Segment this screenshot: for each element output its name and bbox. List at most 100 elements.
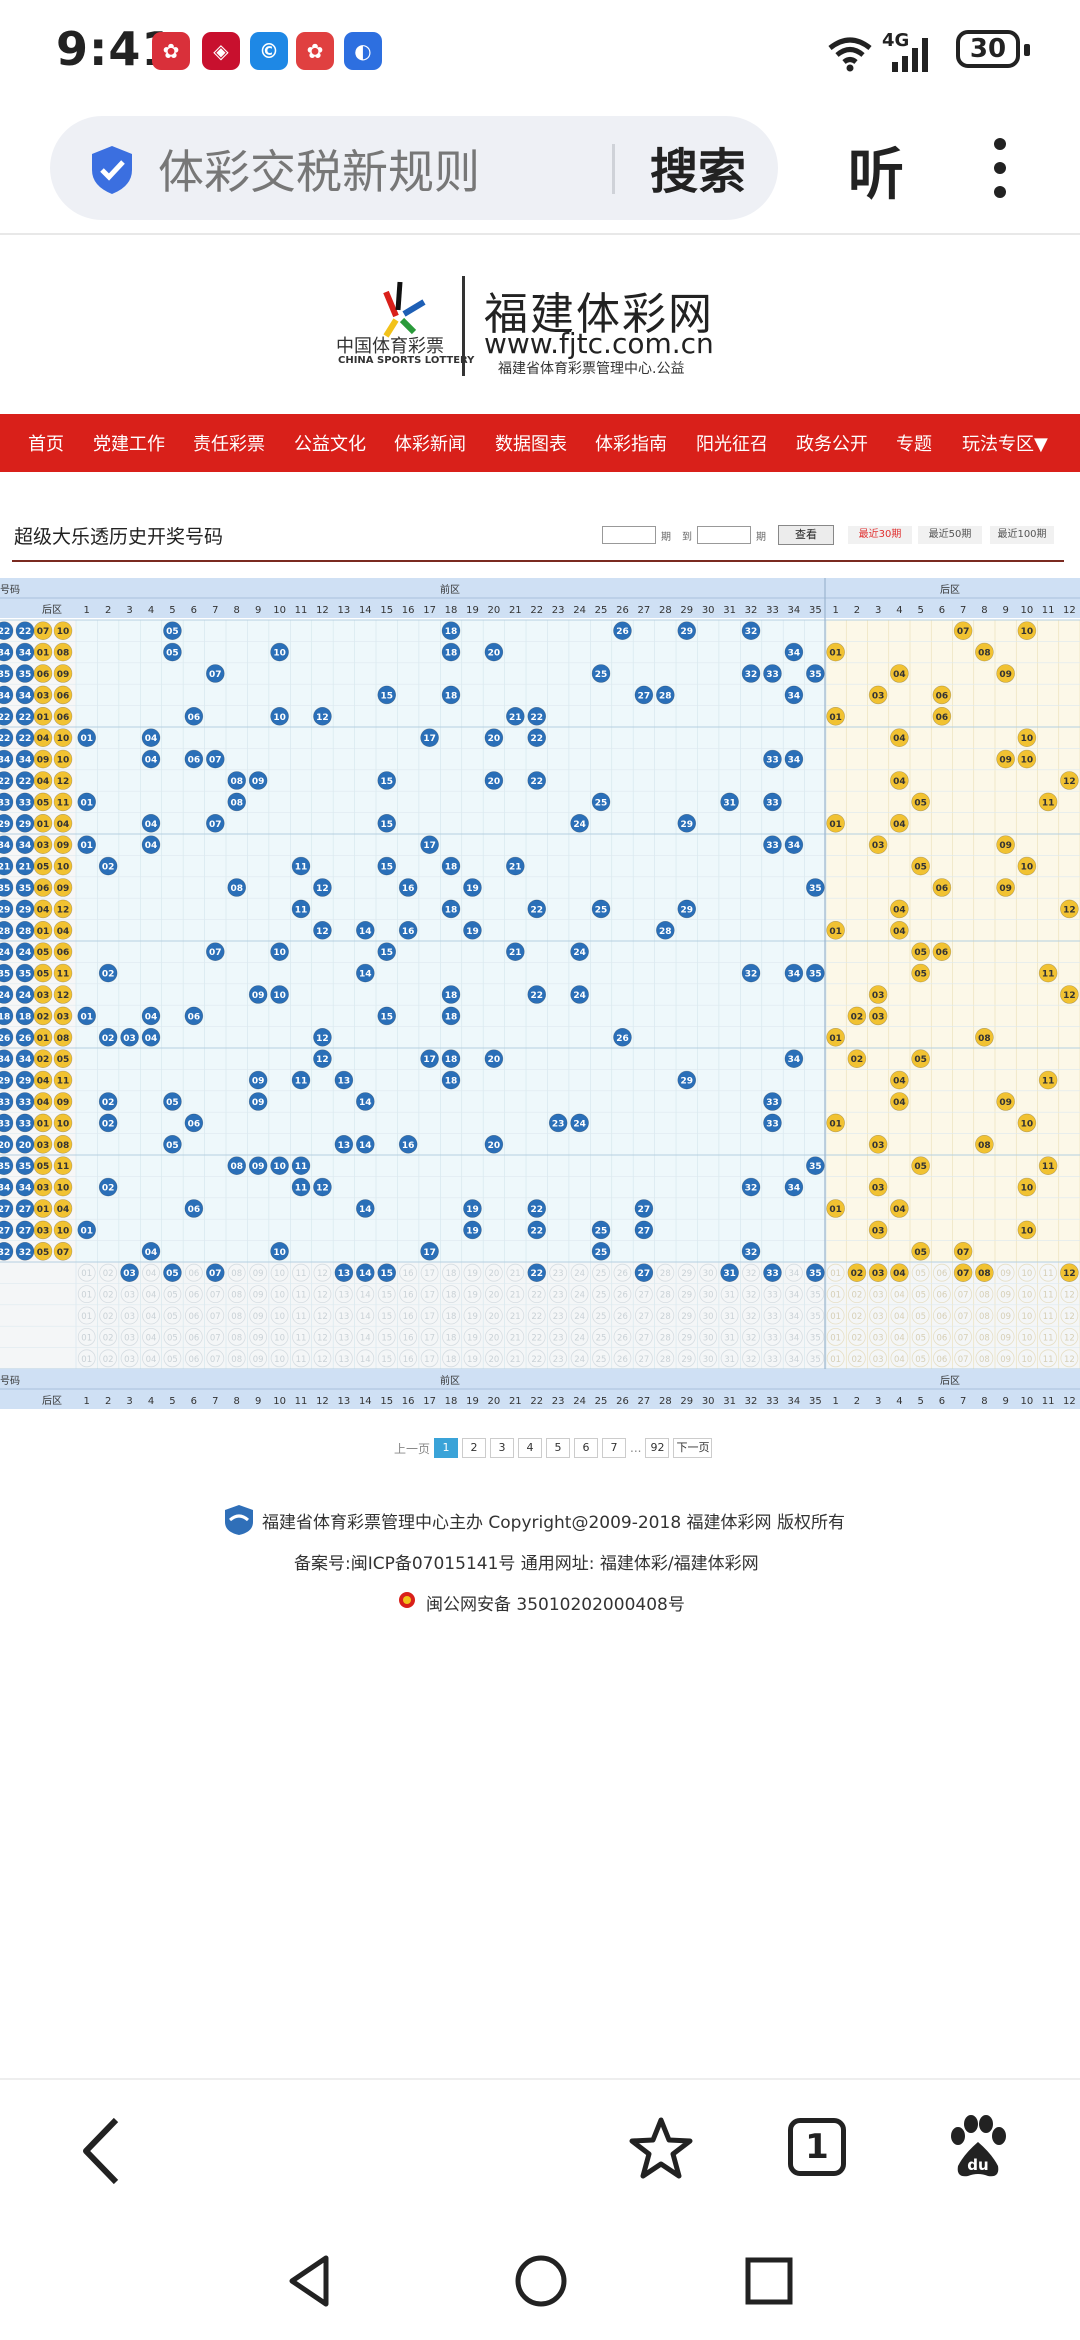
- left-front-ball-label: 33: [19, 798, 32, 808]
- page-7[interactable]: 7: [602, 1438, 627, 1458]
- front-ball: [77, 1220, 97, 1240]
- summary-empty-label: 04: [894, 1291, 905, 1301]
- back-arrow-icon[interactable]: [80, 2116, 124, 2186]
- nav-charts[interactable]: 数据图表: [495, 434, 567, 455]
- summary-empty-label: 24: [574, 1269, 585, 1279]
- recent-30-tab[interactable]: 最近30期: [848, 526, 912, 544]
- front-ball-label: 06: [188, 713, 201, 723]
- summary-empty-label: 01: [81, 1291, 92, 1301]
- front-ball-label: 16: [402, 884, 415, 894]
- summary-empty-cell: [911, 1328, 930, 1346]
- front-ball-label: 32: [745, 1248, 758, 1258]
- summary-empty-cell: [163, 1349, 182, 1368]
- nav-party[interactable]: 党建工作: [93, 434, 165, 455]
- front-ball: [441, 642, 461, 662]
- summary-empty-label: 05: [915, 1333, 926, 1343]
- page-5[interactable]: 5: [546, 1438, 571, 1458]
- front-ball-label: 18: [445, 905, 458, 915]
- page-2[interactable]: 2: [462, 1438, 487, 1458]
- grid-front-col: 9: [255, 605, 261, 616]
- front-ball: [784, 749, 804, 769]
- grid-foot-back-col: 5: [917, 1396, 923, 1407]
- summary-empty-label: 03: [124, 1355, 135, 1365]
- page-1[interactable]: 1: [434, 1438, 459, 1458]
- back-ball: [1017, 1220, 1037, 1240]
- summary-empty-label: 04: [146, 1312, 157, 1322]
- left-front-ball-label: 29: [19, 905, 32, 915]
- nav-home[interactable]: 首页: [28, 434, 64, 455]
- left-front-ball: [0, 1092, 14, 1111]
- front-ball-label: 23: [552, 1119, 565, 1129]
- summary-empty-label: 19: [467, 1333, 478, 1343]
- recent-50-tab[interactable]: 最近50期: [918, 526, 982, 544]
- front-ball: [591, 664, 611, 683]
- page-3[interactable]: 3: [490, 1438, 515, 1458]
- address-bar[interactable]: 体彩交税新规则 搜索: [50, 116, 778, 220]
- nav-recruit[interactable]: 阳光征召: [696, 434, 768, 455]
- next-page-link[interactable]: 下一页: [673, 1438, 713, 1458]
- nav-responsible[interactable]: 责任彩票: [193, 434, 265, 455]
- tabs-count-button[interactable]: 1: [788, 2118, 846, 2176]
- summary-empty-cell: [1017, 1263, 1036, 1282]
- summary-empty-label: 11: [296, 1355, 307, 1365]
- front-ball-label: 12: [316, 1034, 329, 1044]
- summary-empty-cell: [570, 1306, 589, 1325]
- period-from-input[interactable]: [602, 526, 656, 544]
- footer-police[interactable]: 闽公网安备 35010202000408号: [426, 1595, 685, 1615]
- back-ball: [890, 814, 909, 833]
- query-button[interactable]: 查看: [778, 525, 834, 545]
- system-recents-icon[interactable]: [744, 2256, 794, 2306]
- nav-topics[interactable]: 专题: [896, 434, 932, 455]
- front-ball: [356, 963, 375, 983]
- front-ball: [77, 1006, 97, 1026]
- page-6[interactable]: 6: [574, 1438, 599, 1458]
- back-ball: [996, 1092, 1015, 1111]
- search-button[interactable]: 搜索: [650, 144, 747, 200]
- bookmark-star-icon[interactable]: [628, 2116, 694, 2182]
- summary-empty-cell: [785, 1263, 803, 1282]
- grid-foot-front-col: 11: [295, 1396, 308, 1407]
- period-to-input[interactable]: [697, 526, 751, 544]
- summary-empty-label: 14: [360, 1333, 371, 1343]
- grid-back-col: 2: [854, 605, 860, 616]
- page-last[interactable]: 92: [645, 1438, 670, 1458]
- front-ball: [377, 942, 397, 962]
- summary-empty-label: 01: [830, 1355, 841, 1365]
- summary-empty-cell: [120, 1328, 139, 1346]
- nav-culture[interactable]: 公益文化: [294, 434, 366, 455]
- left-front-ball-label: 22: [19, 777, 32, 787]
- front-ball-label: 16: [402, 1141, 415, 1151]
- nav-games[interactable]: 玩法专区▼: [962, 434, 1048, 455]
- left-back-ball-label: 03: [37, 991, 50, 1001]
- back-ball-label: 12: [1063, 905, 1076, 915]
- nav-news[interactable]: 体彩新闻: [394, 434, 466, 455]
- back-ball: [826, 1027, 845, 1047]
- left-front-ball-label: 29: [0, 820, 10, 830]
- front-ball-label: 09: [252, 1098, 265, 1108]
- summary-empty-label: 12: [1064, 1291, 1075, 1301]
- more-menu-icon[interactable]: [990, 134, 1010, 204]
- baidu-paw-icon[interactable]: du: [946, 2114, 1010, 2180]
- nav-affairs[interactable]: 政务公开: [796, 434, 868, 455]
- nav-guide[interactable]: 体彩指南: [595, 434, 667, 455]
- prev-page-link[interactable]: 上一页: [394, 1441, 431, 1456]
- footer-icp[interactable]: 备案号:闽ICP备07015141号 通用网址: 福建体彩/福建体彩网: [294, 1554, 759, 1574]
- page-4[interactable]: 4: [518, 1438, 543, 1458]
- back-ball-label: 09: [999, 670, 1012, 680]
- system-back-icon[interactable]: [286, 2254, 332, 2308]
- summary-empty-label: 25: [596, 1312, 607, 1322]
- summary-empty-label: 17: [424, 1291, 435, 1301]
- summary-empty-cell: [142, 1263, 160, 1282]
- front-ball: [398, 1134, 418, 1154]
- search-query-text[interactable]: 体彩交税新规则: [158, 145, 480, 199]
- back-ball: [996, 835, 1015, 855]
- back-ball: [953, 1241, 973, 1261]
- system-home-icon[interactable]: [514, 2254, 568, 2308]
- recent-100-tab[interactable]: 最近100期: [990, 526, 1054, 544]
- summary-empty-label: 28: [660, 1312, 671, 1322]
- front-ball: [184, 1199, 204, 1218]
- summary-empty-label: 19: [467, 1312, 478, 1322]
- left-back-ball-label: 11: [57, 1162, 70, 1172]
- front-ball-label: 11: [295, 863, 308, 873]
- listen-button[interactable]: 听: [848, 143, 904, 208]
